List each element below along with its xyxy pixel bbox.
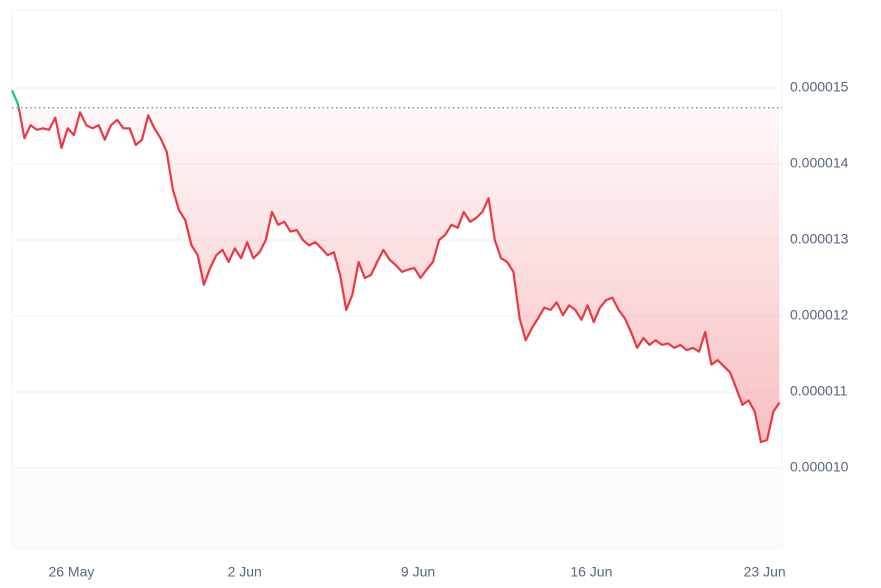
x-tick-label: 23 Jun — [744, 564, 786, 580]
y-tick-label: 0.000013 — [790, 231, 849, 247]
volume-panel — [12, 468, 782, 548]
x-tick-label: 26 May — [48, 564, 94, 580]
y-tick-label: 0.000012 — [790, 307, 849, 323]
price-line-down — [17, 107, 781, 444]
x-tick-label: 16 Jun — [570, 564, 612, 580]
x-tick-label: 9 Jun — [401, 564, 435, 580]
x-tick-label: 2 Jun — [228, 564, 262, 580]
y-tick-label: 0.000011 — [790, 383, 848, 399]
y-tick-label: 0.000010 — [790, 459, 849, 475]
y-tick-label: 0.000014 — [790, 155, 849, 171]
y-tick-label: 0.000015 — [790, 79, 849, 95]
price-area — [18, 107, 780, 443]
